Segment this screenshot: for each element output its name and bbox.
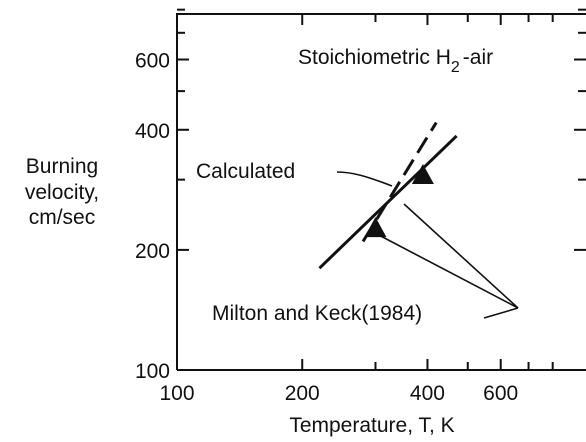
annotation-leader-line	[403, 203, 519, 309]
x-tick-label: 400	[410, 382, 445, 405]
y-axis-title-line3: cm/sec	[29, 206, 96, 229]
y-axis-title-line1: Burning	[26, 155, 98, 178]
annotation-leader-line	[336, 171, 393, 187]
annotation-leaders	[336, 171, 519, 319]
y-tick-label: 600	[135, 50, 170, 73]
annotation-leader-line	[372, 231, 519, 309]
x-tick-label: 100	[159, 382, 194, 405]
calculated-label: Calculated	[196, 160, 295, 183]
tick-labels: 100 200 400 600 100 200 400 600	[135, 50, 518, 405]
x-tick-label: 600	[483, 382, 518, 405]
y-tick-label: 100	[135, 360, 170, 383]
x-tick-label: 200	[285, 382, 320, 405]
x-axis-title: Temperature, T, K	[289, 414, 454, 437]
mixture-annotation: Stoichiometric H2 -air	[298, 46, 493, 76]
data-point-triangle	[411, 163, 434, 184]
data-point-triangle	[364, 217, 387, 238]
milton-keck-label: Milton and Keck(1984)	[212, 302, 422, 325]
y-tick-label: 400	[135, 120, 170, 143]
annotation-leader-line	[483, 307, 519, 319]
y-axis-title-line2: velocity,	[25, 181, 99, 204]
series-layer	[318, 121, 458, 270]
series-line-dashed	[361, 121, 438, 243]
y-tick-label: 200	[135, 240, 170, 263]
axis-ticks	[176, 8, 586, 371]
series-line-solid	[318, 134, 458, 270]
